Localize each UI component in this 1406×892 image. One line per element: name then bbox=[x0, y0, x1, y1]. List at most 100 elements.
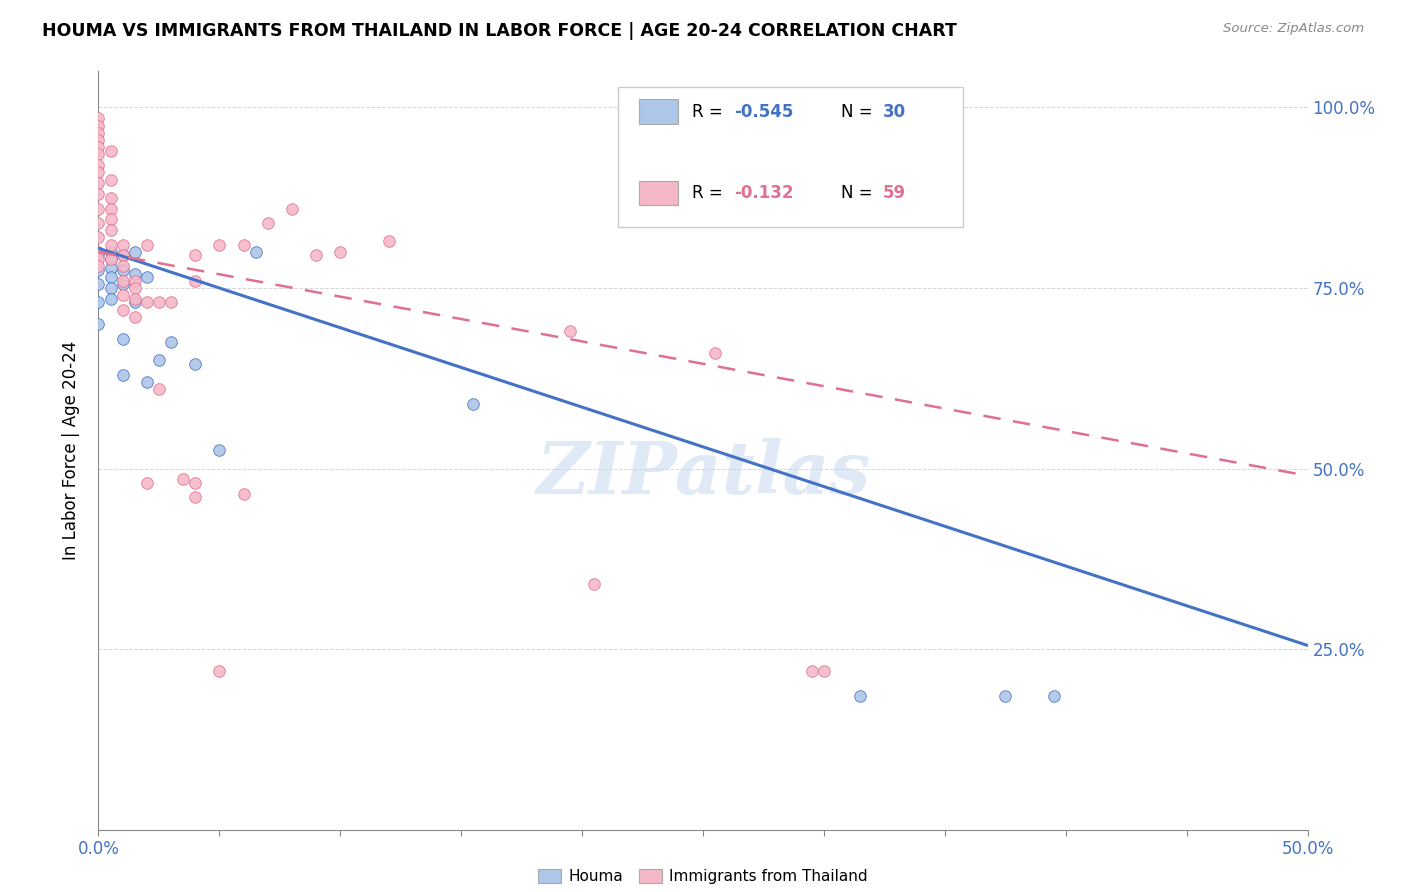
Point bbox=[1042, 689, 1064, 703]
Point bbox=[100, 191, 122, 205]
Text: N =: N = bbox=[841, 103, 877, 120]
Point bbox=[160, 295, 183, 310]
Point bbox=[148, 295, 170, 310]
Point bbox=[124, 267, 146, 281]
Point bbox=[87, 317, 110, 331]
Point bbox=[111, 263, 134, 277]
Point bbox=[87, 295, 110, 310]
Point bbox=[87, 147, 110, 161]
Point bbox=[305, 248, 328, 262]
Point bbox=[100, 172, 122, 186]
Point bbox=[100, 244, 122, 259]
Point bbox=[463, 396, 485, 410]
Point bbox=[184, 491, 207, 505]
Text: Source: ZipAtlas.com: Source: ZipAtlas.com bbox=[1223, 22, 1364, 36]
Point bbox=[100, 252, 122, 266]
Point bbox=[135, 270, 157, 285]
Point bbox=[87, 140, 110, 154]
Point bbox=[87, 216, 110, 230]
Point bbox=[100, 252, 122, 266]
Point bbox=[135, 475, 157, 490]
Point bbox=[329, 244, 352, 259]
Point bbox=[184, 274, 207, 288]
Point bbox=[245, 244, 267, 259]
Point bbox=[111, 248, 134, 262]
Point bbox=[87, 263, 110, 277]
Point bbox=[87, 112, 110, 126]
Point bbox=[135, 237, 157, 252]
FancyBboxPatch shape bbox=[638, 99, 678, 124]
Text: ZIPatlas: ZIPatlas bbox=[536, 438, 870, 508]
FancyBboxPatch shape bbox=[638, 180, 678, 205]
Point bbox=[100, 281, 122, 295]
Point bbox=[281, 202, 304, 216]
Point bbox=[232, 237, 254, 252]
Point bbox=[100, 270, 122, 285]
Text: R =: R = bbox=[692, 103, 728, 120]
Point bbox=[111, 302, 134, 317]
Legend: Houma, Immigrants from Thailand: Houma, Immigrants from Thailand bbox=[531, 863, 875, 890]
Point bbox=[100, 237, 122, 252]
Point bbox=[87, 119, 110, 133]
Text: 59: 59 bbox=[883, 184, 907, 202]
Point bbox=[111, 274, 134, 288]
Point bbox=[87, 165, 110, 179]
Text: -0.132: -0.132 bbox=[734, 184, 794, 202]
Point bbox=[100, 292, 122, 306]
Point bbox=[160, 335, 183, 350]
Point bbox=[256, 216, 278, 230]
Point bbox=[111, 332, 134, 346]
Point bbox=[124, 281, 146, 295]
Point bbox=[87, 252, 110, 266]
Point bbox=[184, 357, 207, 371]
Point bbox=[124, 244, 146, 259]
Text: -0.545: -0.545 bbox=[734, 103, 794, 120]
Point bbox=[100, 260, 122, 275]
Point bbox=[377, 234, 399, 248]
Point bbox=[111, 288, 134, 302]
Point bbox=[135, 295, 157, 310]
Point bbox=[208, 443, 231, 458]
Point bbox=[111, 368, 134, 382]
Point bbox=[87, 244, 110, 259]
Point bbox=[148, 382, 170, 396]
Point bbox=[583, 577, 606, 591]
FancyBboxPatch shape bbox=[619, 87, 963, 227]
Point bbox=[111, 277, 134, 292]
Point bbox=[849, 689, 872, 703]
Point bbox=[100, 212, 122, 227]
Text: N =: N = bbox=[841, 184, 877, 202]
Point bbox=[87, 248, 110, 262]
Point bbox=[124, 292, 146, 306]
Point bbox=[124, 310, 146, 324]
Y-axis label: In Labor Force | Age 20-24: In Labor Force | Age 20-24 bbox=[62, 341, 80, 560]
Point bbox=[124, 274, 146, 288]
Point bbox=[124, 295, 146, 310]
Point bbox=[87, 158, 110, 172]
Point bbox=[148, 353, 170, 368]
Point bbox=[111, 248, 134, 262]
Point bbox=[87, 260, 110, 274]
Point bbox=[558, 324, 581, 338]
Point bbox=[87, 277, 110, 292]
Point bbox=[100, 202, 122, 216]
Point bbox=[232, 487, 254, 501]
Point bbox=[208, 237, 231, 252]
Point bbox=[208, 664, 231, 678]
Point bbox=[87, 133, 110, 147]
Point bbox=[184, 248, 207, 262]
Text: 30: 30 bbox=[883, 103, 907, 120]
Point bbox=[87, 187, 110, 202]
Text: R =: R = bbox=[692, 184, 728, 202]
Point bbox=[87, 176, 110, 190]
Point bbox=[704, 346, 727, 360]
Point bbox=[87, 202, 110, 216]
Point bbox=[800, 664, 823, 678]
Point bbox=[813, 664, 835, 678]
Point bbox=[100, 144, 122, 158]
Point bbox=[111, 237, 134, 252]
Point bbox=[100, 223, 122, 237]
Point bbox=[184, 475, 207, 490]
Text: HOUMA VS IMMIGRANTS FROM THAILAND IN LABOR FORCE | AGE 20-24 CORRELATION CHART: HOUMA VS IMMIGRANTS FROM THAILAND IN LAB… bbox=[42, 22, 957, 40]
Point bbox=[87, 230, 110, 244]
